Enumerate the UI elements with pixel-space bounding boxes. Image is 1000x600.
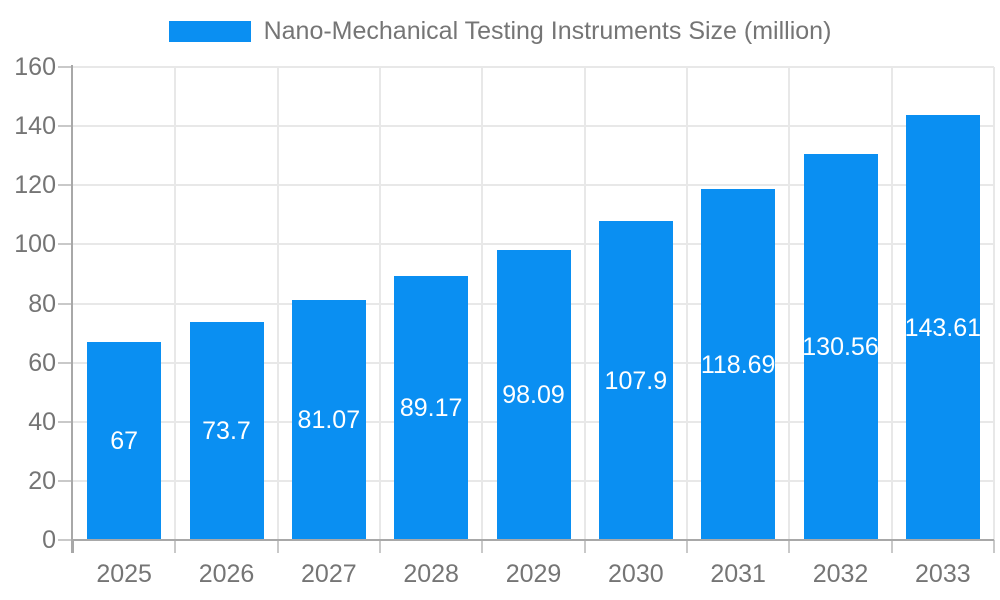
x-axis-tick [788,540,791,553]
legend: Nano-Mechanical Testing Instruments Size… [0,16,1000,46]
y-axis-tick [58,66,72,68]
bar-2032 [803,154,878,540]
gridline-vertical [993,67,995,540]
gridline-vertical [583,67,586,540]
x-axis-tick-label: 2032 [812,560,869,588]
bar-2028 [394,276,469,540]
y-axis-tick-label: 20 [28,466,56,495]
y-axis-tick [58,302,72,305]
gridline-vertical [276,67,279,540]
gridline-vertical [481,67,484,540]
x-axis-tick-label: 2025 [96,560,152,588]
x-axis-tick-label: 2026 [198,560,255,588]
bar-value-label: 98.09 [502,381,565,409]
gridline-vertical [788,67,791,540]
y-axis-tick-label: 60 [28,348,56,377]
y-axis-tick-label: 80 [28,289,56,318]
bar-2030 [598,221,673,540]
bar-value-label: 89.17 [399,394,463,423]
x-axis-tick [686,540,688,553]
x-axis-tick-label: 2030 [608,560,664,588]
x-axis-tick [72,540,74,553]
bar-2025 [87,341,162,540]
y-axis-tick [58,479,72,482]
x-axis-tick [174,540,177,553]
x-axis-tick-label: 2027 [301,560,357,588]
y-axis-tick-label: 100 [14,230,56,259]
y-axis-tick [58,420,72,423]
bar-value-label: 118.69 [700,350,776,379]
y-axis-tick [58,539,72,541]
y-axis-tick [58,184,72,187]
bar-2029 [496,250,571,540]
gridline-horizontal [73,125,994,128]
x-axis-tick [379,540,381,553]
gridline-vertical [379,67,381,540]
gridline-horizontal [73,66,994,68]
gridline-vertical [174,67,177,540]
y-axis-tick-label: 140 [14,112,56,141]
y-axis-tick-label: 40 [28,407,56,436]
gridline-vertical [686,67,688,540]
bar-2031 [701,189,776,540]
bar-2026 [189,322,264,540]
y-axis-tick-label: 0 [42,526,56,554]
x-axis-tick [583,540,586,553]
bar-value-label: 81.07 [297,406,361,435]
y-axis-tick [58,361,72,364]
bar-value-label: 130.56 [802,333,879,362]
bar-value-label: 143.61 [904,313,982,342]
x-axis-tick [890,540,893,553]
legend-swatch [168,20,251,42]
bar-2033 [905,115,980,540]
y-axis-tick-label: 120 [14,171,56,200]
bar-value-label: 67 [110,426,139,455]
y-axis-tick [58,243,72,246]
legend-label: Nano-Mechanical Testing Instruments Size… [263,16,832,45]
bar-2027 [291,300,366,540]
x-axis-tick [993,540,995,553]
y-axis-tick [58,125,72,128]
gridline-horizontal [73,243,994,246]
bar-value-label: 73.7 [202,417,251,446]
x-axis-tick-label: 2028 [403,560,459,588]
x-axis-tick [276,540,279,553]
y-axis-tick-label: 160 [14,53,56,81]
bar-value-label: 107.9 [604,366,668,395]
y-axis-line [71,65,73,553]
x-axis-tick [481,540,484,553]
gridline-horizontal [73,184,994,187]
x-axis-tick-label: 2033 [915,560,971,588]
x-axis-line [71,539,994,541]
x-axis-tick-label: 2029 [505,560,562,588]
gridline-vertical [890,67,893,540]
x-axis-tick-label: 2031 [710,560,766,588]
